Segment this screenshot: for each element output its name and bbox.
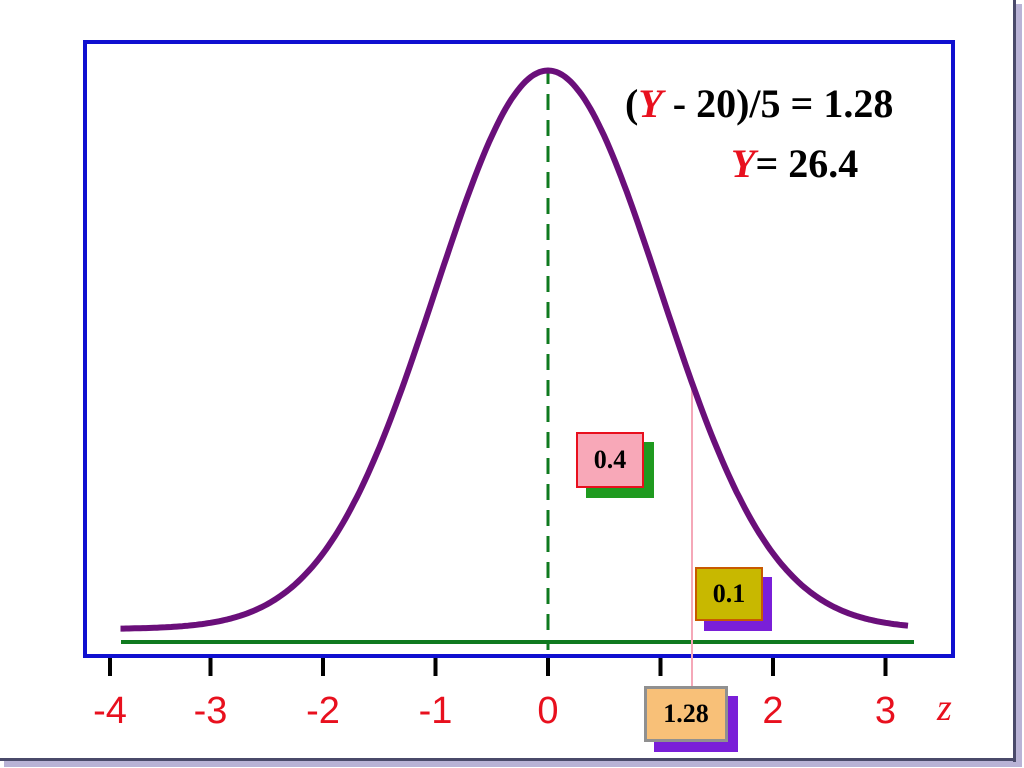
x-tick-label-2: 2 [762, 690, 783, 732]
x-tick-label--3: -3 [194, 690, 228, 732]
slide-border-right [1013, 0, 1016, 762]
equation-open-paren: ( [625, 81, 639, 126]
density-curve [120, 67, 909, 632]
x-axis-ticks [108, 658, 888, 676]
equation-line-1: (Y - 20)/5 = 1.28 [625, 80, 893, 127]
equation-standardization: - 20)/5 = 1.28 [662, 81, 894, 126]
peak-density-label-box: 0.4 [576, 432, 656, 500]
slide-border-bottom [0, 758, 1016, 761]
equation-y-variable: Y [638, 81, 663, 126]
equation-result: = 26.4 [755, 141, 859, 186]
z-label: 1.28 [644, 686, 728, 742]
slide-shadow-bottom [4, 761, 1022, 767]
peak-label: 0.4 [576, 432, 644, 488]
x-tick-label-0: 0 [537, 690, 558, 732]
x-tick-label--4: -4 [93, 690, 127, 732]
x-axis-label: z [936, 687, 952, 729]
z-value-label-box: 1.28 [644, 686, 740, 754]
x-tick-label--1: -1 [419, 690, 453, 732]
plot-border [83, 40, 955, 658]
x-tick-label--2: -2 [306, 690, 340, 732]
x-tick-label-3: 3 [875, 690, 896, 732]
equation-y-variable-2: Y [731, 141, 756, 186]
tail-area-label-box: 0.1 [695, 567, 775, 633]
x-axis-tick-labels: -4 -3 -2 -1 0 2 3 [93, 690, 896, 732]
tail-label: 0.1 [695, 567, 763, 621]
slide-shadow-right [1016, 4, 1022, 766]
equation-line-2: Y= 26.4 [731, 140, 858, 187]
